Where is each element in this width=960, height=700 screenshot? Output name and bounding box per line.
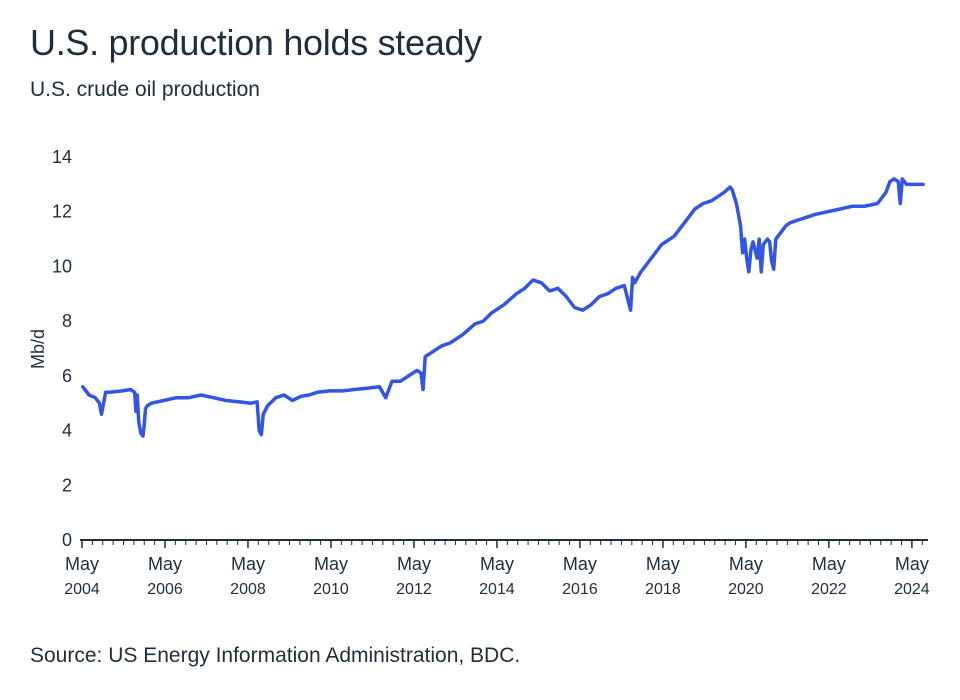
x-tick-month: May <box>148 554 182 574</box>
x-tick-year: 2022 <box>811 581 847 598</box>
x-tick-year: 2020 <box>728 581 764 598</box>
x-tick-month: May <box>480 554 514 574</box>
x-tick-year: 2012 <box>396 581 432 598</box>
y-tick-label: 6 <box>62 366 72 386</box>
x-tick-month: May <box>646 554 680 574</box>
x-tick-year: 2024 <box>894 581 930 598</box>
chart-subtitle: U.S. crude oil production <box>30 78 260 101</box>
x-tick-month: May <box>729 554 763 574</box>
x-tick-year: 2010 <box>313 581 349 598</box>
production-series-line <box>81 177 925 438</box>
x-tick-year: 2008 <box>230 581 266 598</box>
x-tick-year: 2018 <box>645 581 681 598</box>
y-tick-label: 14 <box>52 147 72 167</box>
y-tick-label: 8 <box>62 311 72 331</box>
x-tick-month: May <box>65 554 99 574</box>
x-tick-month: May <box>563 554 597 574</box>
y-tick-label: 4 <box>62 421 72 441</box>
y-tick-label: 10 <box>52 256 72 276</box>
y-tick-label: 2 <box>62 475 72 495</box>
x-tick-month: May <box>397 554 431 574</box>
y-axis-ticks: 0 2 4 6 8 10 12 14 <box>52 147 72 550</box>
x-axis-ticks: May 2004 May 2006 May 2008 May 2010 May 2012 May 20… <box>64 540 930 598</box>
x-tick-month: May <box>231 554 265 574</box>
x-tick-month: May <box>314 554 348 574</box>
x-tick-year: 2014 <box>479 581 515 598</box>
y-tick-label: 12 <box>52 202 72 222</box>
x-tick-month: May <box>895 554 929 574</box>
x-tick-year: 2016 <box>562 581 598 598</box>
x-tick-year: 2006 <box>147 581 183 598</box>
x-tick-month: May <box>812 554 846 574</box>
y-tick-label: 0 <box>62 530 72 550</box>
source-note: Source: US Energy Information Administra… <box>30 644 521 667</box>
x-tick-year: 2004 <box>64 581 100 598</box>
chart-title: U.S. production holds steady <box>30 22 482 63</box>
y-axis-label: Mb/d <box>28 329 48 369</box>
